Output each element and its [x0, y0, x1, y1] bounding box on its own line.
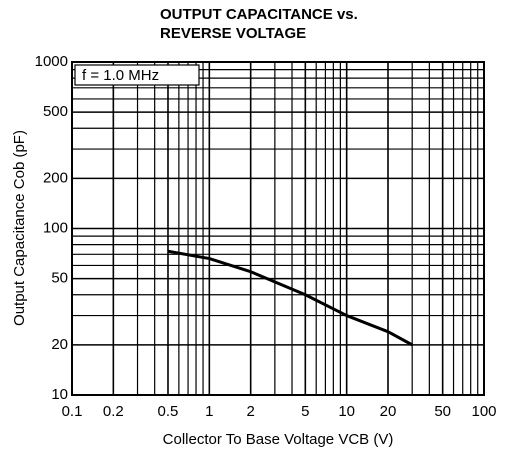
x-tick-label: 50	[434, 403, 451, 420]
y-axis-label: Output Capacitance Cob (pF)	[11, 130, 28, 326]
y-tick-label: 500	[43, 103, 68, 120]
x-tick-label: 5	[301, 403, 309, 420]
y-tick-label: 50	[51, 270, 68, 287]
y-tick-label: 20	[51, 336, 68, 353]
x-tick-label: 100	[471, 403, 496, 420]
y-tick-label: 200	[43, 169, 68, 186]
x-tick-label: 0.2	[103, 403, 124, 420]
plot-frame	[71, 61, 485, 396]
annotation-box	[74, 64, 200, 86]
x-tick-label: 0.1	[62, 403, 83, 420]
x-tick-label: 20	[380, 403, 397, 420]
annotation: f = 1.0 MHz	[82, 67, 159, 84]
x-axis-label: Collector To Base Voltage VCB (V)	[163, 431, 394, 448]
chart-title: OUTPUT CAPACITANCE vs.	[160, 6, 358, 23]
chart-title: REVERSE VOLTAGE	[160, 25, 306, 42]
y-tick-label: 1000	[35, 53, 68, 70]
y-tick-label: 10	[51, 386, 68, 403]
data-line	[167, 249, 413, 347]
x-tick-label: 10	[338, 403, 355, 420]
x-tick-label: 1	[205, 403, 213, 420]
y-tick-label: 100	[43, 219, 68, 236]
x-tick-label: 2	[247, 403, 255, 420]
x-tick-label: 0.5	[158, 403, 179, 420]
